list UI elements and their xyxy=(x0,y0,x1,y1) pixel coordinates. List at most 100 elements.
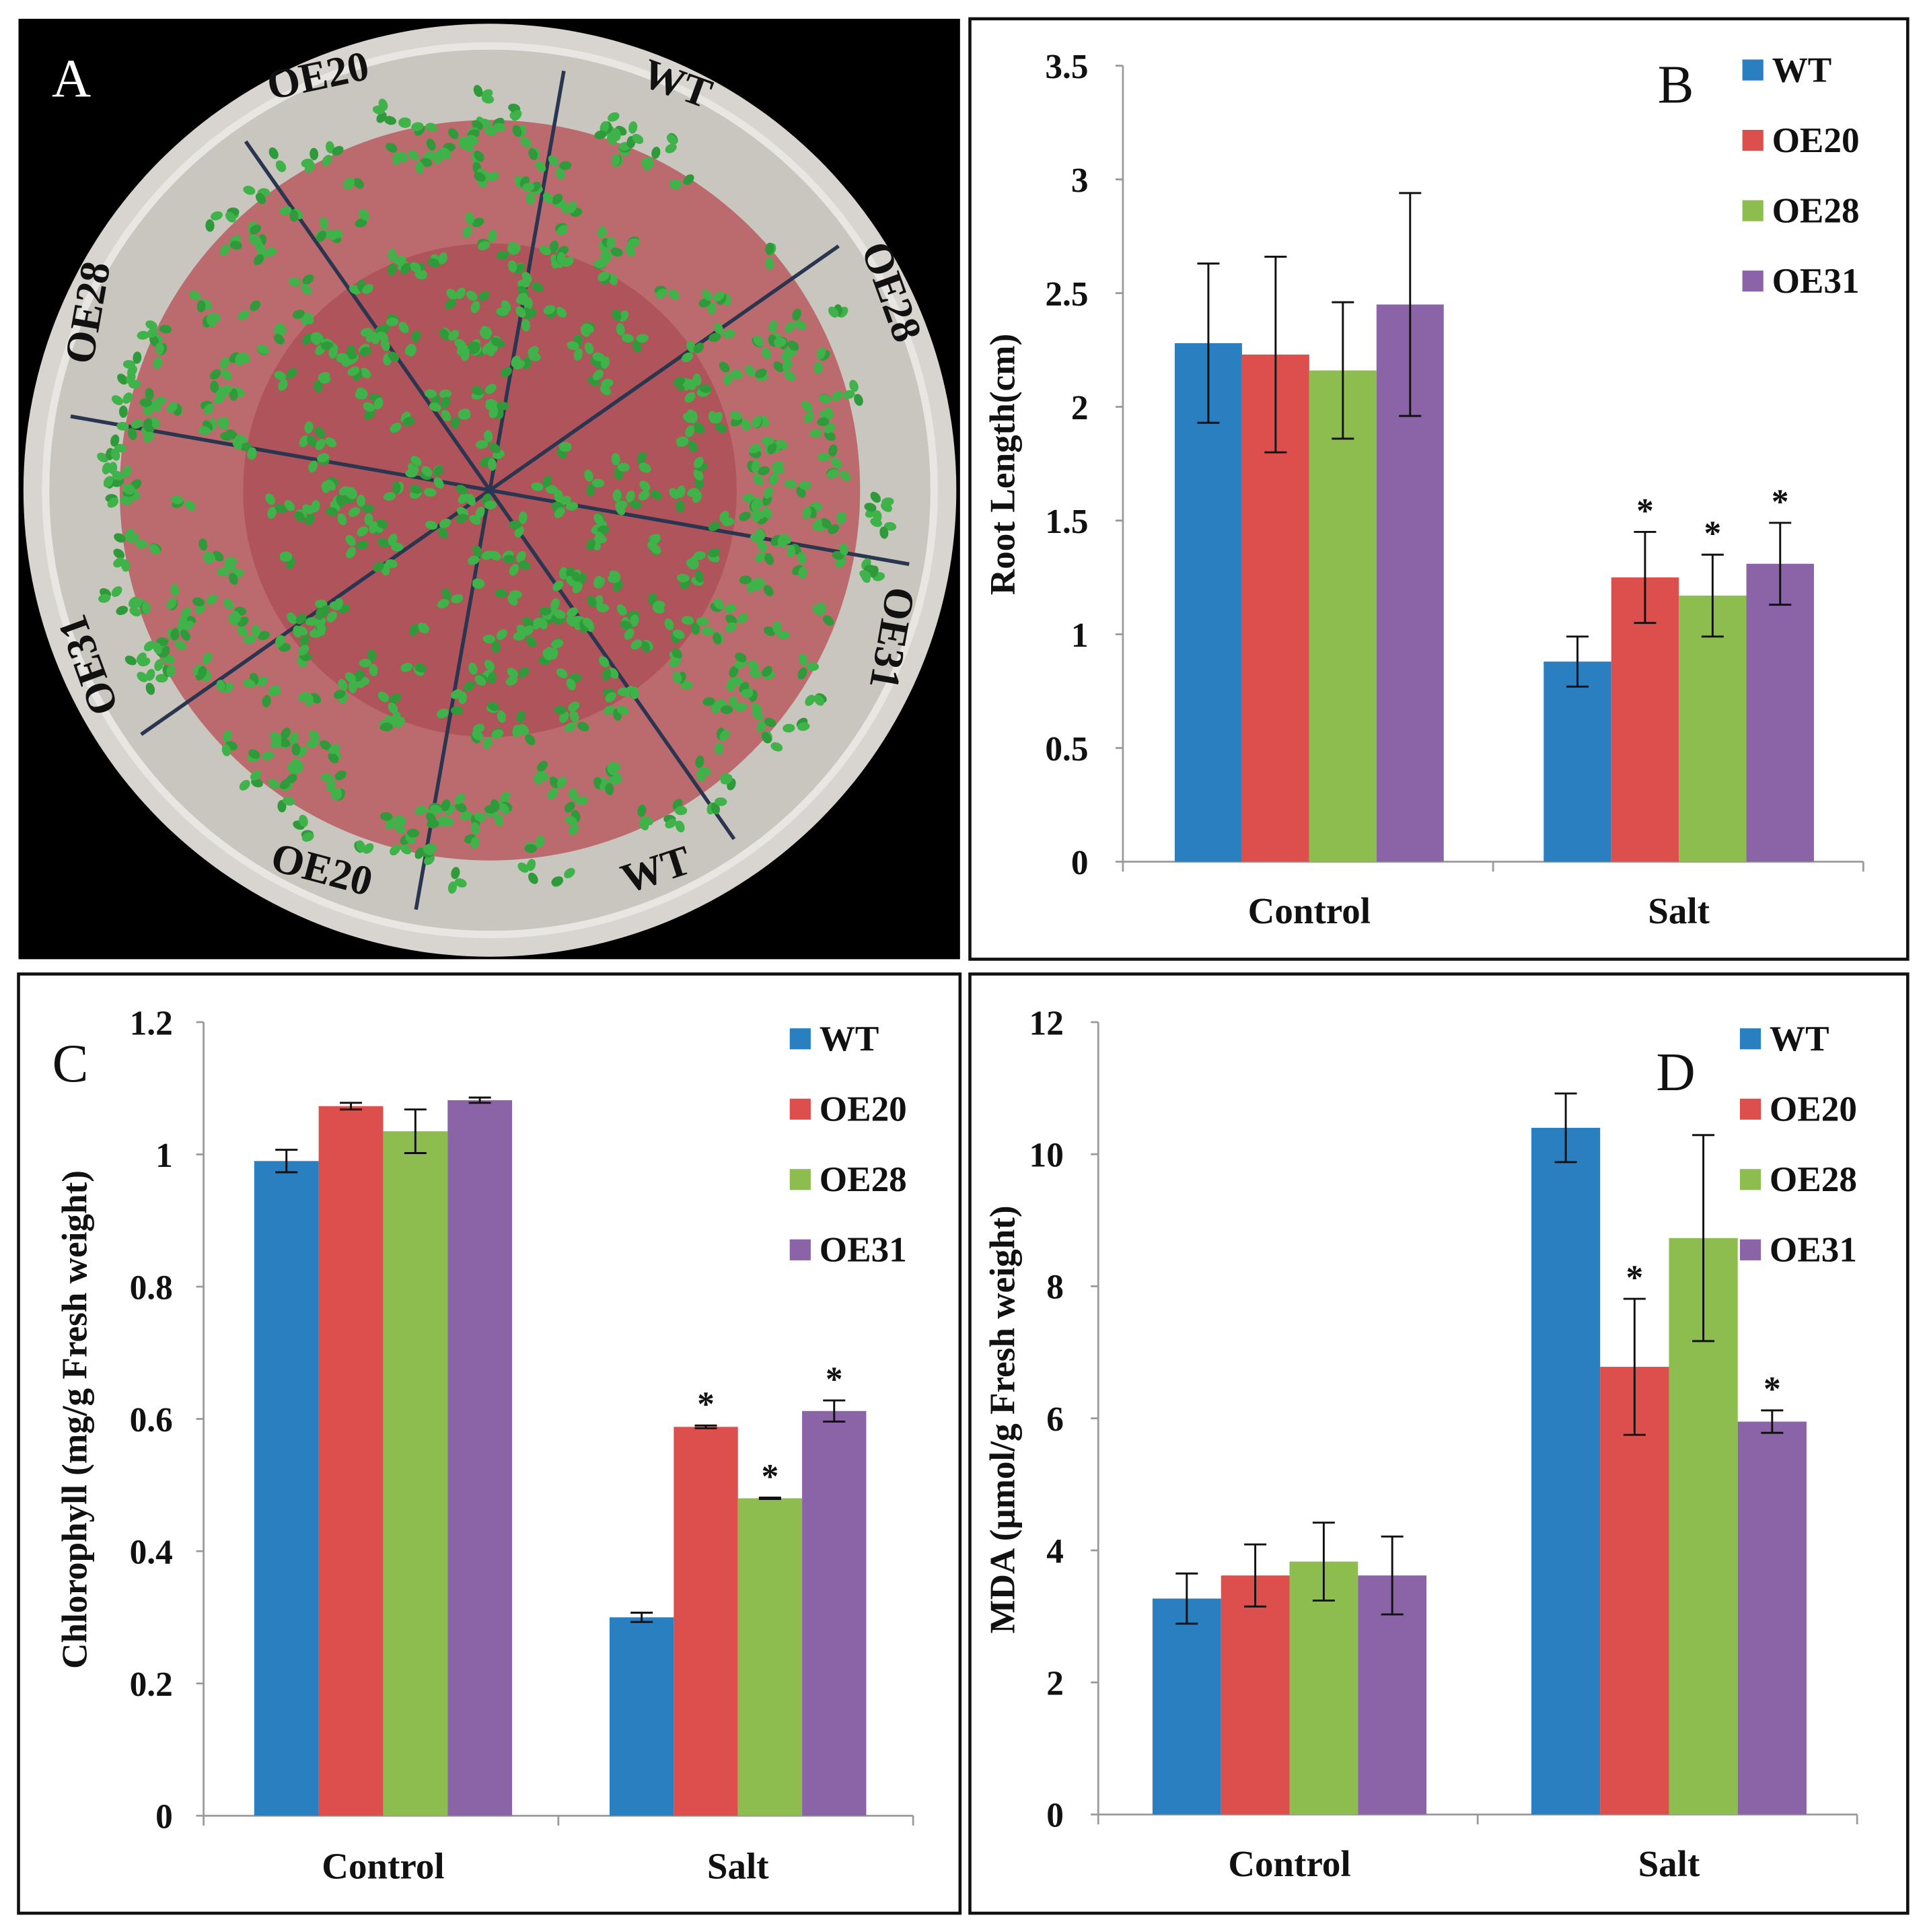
seedling-leaf xyxy=(723,329,735,338)
seedling-leaf xyxy=(879,526,889,539)
seedling-leaf xyxy=(274,371,287,381)
seedling-leaf xyxy=(180,629,190,641)
seedling-leaf xyxy=(441,147,451,159)
seedling-leaf xyxy=(108,462,118,474)
bar-oe20 xyxy=(1600,1367,1669,1815)
seedling-leaf xyxy=(243,186,256,195)
seedling-leaf xyxy=(864,503,877,512)
seedling-leaf xyxy=(298,645,310,655)
seedling-leaf xyxy=(761,436,774,445)
seedling-leaf xyxy=(607,133,617,145)
seedling-leaf xyxy=(873,510,882,523)
seedling-leaf xyxy=(474,150,484,162)
seedling-leaf xyxy=(279,206,292,215)
seedling-leaf xyxy=(753,474,764,486)
seedling-leaf xyxy=(299,435,310,448)
seedling-leaf xyxy=(518,667,530,678)
seedling-leaf xyxy=(472,217,484,227)
seedling-leaf xyxy=(516,711,525,723)
seedling-leaf xyxy=(437,527,448,539)
seedling-leaf xyxy=(250,300,261,312)
panel-letter: C xyxy=(52,1034,89,1094)
seedling-leaf xyxy=(127,533,139,543)
seedling-leaf xyxy=(528,352,541,361)
seedling-leaf xyxy=(294,511,305,522)
seedling-leaf xyxy=(345,489,357,499)
legend-label: WT xyxy=(1770,1019,1829,1059)
seedling-leaf xyxy=(607,764,618,776)
seedling-leaf xyxy=(451,867,460,880)
seedling-leaf xyxy=(688,440,698,453)
seedling-leaf xyxy=(349,507,361,517)
seedling-leaf xyxy=(472,545,482,557)
seedling-leaf xyxy=(641,157,653,167)
seedling-leaf xyxy=(582,323,594,334)
seedling-leaf xyxy=(487,672,497,684)
seedling-leaf xyxy=(680,680,693,690)
x-tick-label: Salt xyxy=(1648,890,1710,931)
seedling-leaf xyxy=(357,495,365,507)
seedling-leaf xyxy=(470,822,480,834)
seedling-leaf xyxy=(496,629,507,640)
seedling-leaf xyxy=(824,431,836,441)
seedling-leaf xyxy=(174,640,186,651)
seedling-leaf xyxy=(326,229,337,241)
seedling-leaf xyxy=(404,343,415,355)
seedling-leaf xyxy=(166,402,178,413)
seedling-leaf xyxy=(270,738,282,748)
seedling-leaf xyxy=(637,452,647,464)
seedling-leaf xyxy=(508,260,517,273)
seedling-leaf xyxy=(278,379,288,391)
seedling-leaf xyxy=(555,168,565,180)
seedling-leaf xyxy=(250,224,262,235)
seedling-leaf xyxy=(762,347,772,359)
seedling-leaf xyxy=(369,664,378,676)
y-tick-label: 1.2 xyxy=(130,1004,173,1042)
seedling-leaf xyxy=(491,729,504,739)
seedling-leaf xyxy=(377,538,390,548)
seedling-leaf xyxy=(145,320,157,330)
seedling-leaf xyxy=(129,606,141,617)
seedling-leaf xyxy=(475,440,488,450)
seedling-leaf xyxy=(136,652,147,664)
seedling-leaf xyxy=(445,299,457,310)
legend-swatch-oe31 xyxy=(1742,271,1764,292)
significance-asterisk: * xyxy=(1772,482,1789,521)
seedling-leaf xyxy=(363,843,374,854)
seedling-leaf xyxy=(223,560,235,571)
seedling-leaf xyxy=(143,418,153,431)
seedling-leaf xyxy=(478,241,491,250)
seedling-leaf xyxy=(683,174,694,185)
seedling-leaf xyxy=(171,495,184,505)
seedling-leaf xyxy=(839,543,848,556)
seedling-leaf xyxy=(299,814,308,827)
seedling-leaf xyxy=(551,639,564,649)
seedling-leaf xyxy=(715,742,724,755)
seedling-leaf xyxy=(628,121,638,134)
significance-asterisk: * xyxy=(1764,1370,1781,1408)
seedling-leaf xyxy=(484,127,497,136)
legend-swatch-oe31 xyxy=(1739,1239,1761,1260)
legend-swatch-oe28 xyxy=(1742,200,1764,221)
seedling-leaf xyxy=(624,628,634,640)
seedling-leaf xyxy=(456,513,468,524)
y-tick-label: 0 xyxy=(155,1798,173,1836)
seedling-leaf xyxy=(556,777,567,789)
seedling-leaf xyxy=(521,625,534,636)
seedling-leaf xyxy=(376,112,387,123)
seedling-leaf xyxy=(485,399,498,408)
seedling-leaf xyxy=(632,134,644,144)
seedling-leaf xyxy=(288,277,301,287)
seedling-leaf xyxy=(347,366,360,376)
seedling-leaf xyxy=(122,485,135,495)
seedling-leaf xyxy=(528,872,538,884)
seedling-leaf xyxy=(785,322,795,333)
seedling-leaf xyxy=(599,656,610,668)
seedling-leaf xyxy=(410,456,422,467)
seedling-leaf xyxy=(97,452,109,463)
seedling-leaf xyxy=(725,622,737,633)
seedling-leaf xyxy=(414,663,427,673)
seedling-leaf xyxy=(823,615,834,626)
seedling-leaf xyxy=(676,500,685,513)
seedling-leaf xyxy=(283,796,295,806)
